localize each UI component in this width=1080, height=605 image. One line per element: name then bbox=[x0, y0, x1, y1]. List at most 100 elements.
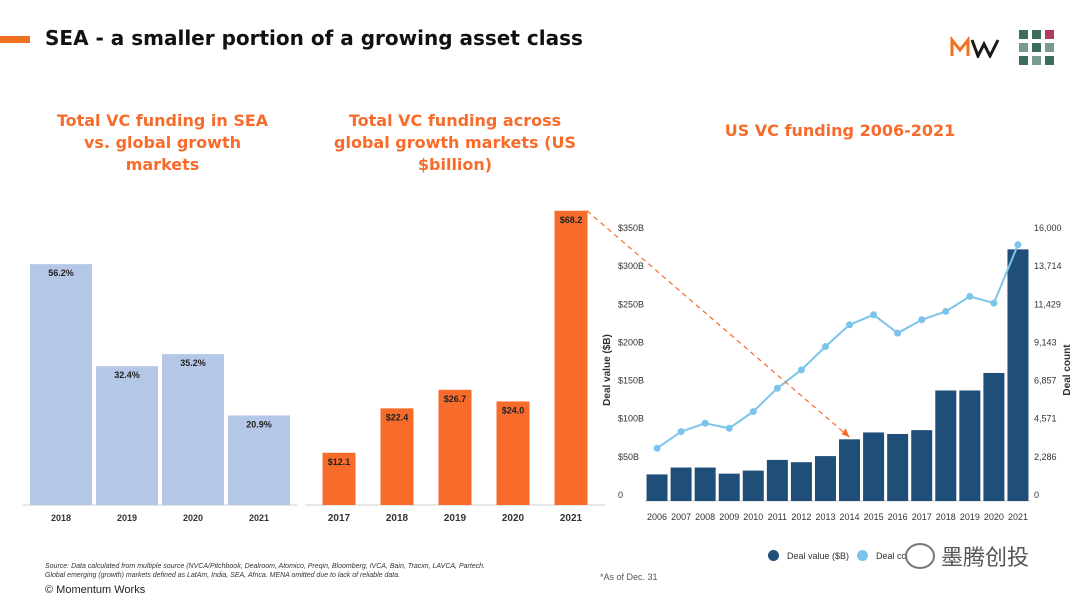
chart2-bar bbox=[554, 210, 588, 505]
chart3-bar bbox=[766, 459, 788, 501]
chart2-title: Total VC funding across global growth ma… bbox=[334, 111, 576, 174]
chart3-bar bbox=[694, 467, 716, 501]
chart3-line-deal-count bbox=[656, 244, 1019, 450]
chart3-point bbox=[942, 307, 950, 315]
chart1-bar bbox=[30, 264, 92, 505]
chart3-point bbox=[966, 292, 974, 300]
legend-swatch-deal-count bbox=[857, 550, 869, 561]
momentum-works-logo bbox=[950, 36, 1000, 58]
chart1-x-tick: 2020 bbox=[183, 513, 203, 523]
chart3-point bbox=[725, 424, 733, 432]
chart3-bar bbox=[1007, 249, 1029, 501]
chart3-y2-tick: 16,000 bbox=[1034, 223, 1062, 233]
chart3-bar bbox=[983, 372, 1005, 501]
chart3-y2-tick: 2,286 bbox=[1034, 452, 1057, 462]
chart3-x-tick: 2016 bbox=[888, 512, 908, 522]
chart3-x-tick: 2012 bbox=[791, 512, 811, 522]
chart3-x-tick: 2011 bbox=[768, 512, 787, 522]
chart2-x-tick: 2018 bbox=[386, 513, 409, 524]
chart1-data-label: 20.9% bbox=[246, 419, 272, 429]
chart2-data-label: $22.4 bbox=[386, 412, 409, 422]
chart2-x-tick: 2021 bbox=[560, 513, 583, 524]
chart3-x-tick: 2021 bbox=[1008, 512, 1028, 522]
chart2-data-label: $12.1 bbox=[328, 457, 351, 467]
chart2-bar bbox=[438, 389, 472, 505]
chart2-bar bbox=[380, 408, 414, 505]
chart1-data-label: 35.2% bbox=[180, 358, 206, 368]
chart3-point bbox=[870, 311, 878, 319]
chart3-y-axis-label: Deal value ($B) bbox=[602, 334, 613, 406]
chart3-point bbox=[1014, 241, 1022, 249]
chart3-point bbox=[918, 316, 926, 324]
chart3-x-tick: 2020 bbox=[984, 512, 1004, 522]
chart3-y-tick: $250B bbox=[618, 299, 644, 309]
source-note: Source: Data calculated from multiple so… bbox=[45, 562, 485, 580]
chart3-point bbox=[773, 384, 781, 392]
chart3-bar bbox=[718, 473, 740, 501]
chart3-point bbox=[797, 366, 805, 374]
chart2-data-label: $26.7 bbox=[444, 394, 467, 404]
chart3-bar bbox=[959, 390, 981, 501]
page-title: SEA - a smaller portion of a growing ass… bbox=[45, 26, 583, 50]
chart3-point bbox=[701, 419, 709, 427]
chart3-x-tick: 2017 bbox=[912, 512, 932, 522]
chart3-bar bbox=[814, 456, 836, 501]
chart3-y2-tick: 0 bbox=[1034, 490, 1039, 500]
chart2-x-tick: 2020 bbox=[502, 513, 525, 524]
chart2-data-label: $24.0 bbox=[502, 405, 525, 415]
chart3-x-tick: 2015 bbox=[864, 512, 884, 522]
chart3-point bbox=[677, 428, 685, 436]
chart3-y-tick: $300B bbox=[618, 261, 644, 271]
chart3-point bbox=[894, 329, 902, 337]
chart3-bar bbox=[887, 433, 909, 501]
chart3-y2-tick: 4,571 bbox=[1034, 414, 1057, 424]
chart3-bar bbox=[935, 390, 957, 501]
copyright: © Momentum Works bbox=[45, 584, 146, 596]
watermark: 墨腾创投 bbox=[905, 540, 1029, 572]
chart3-x-tick: 2019 bbox=[960, 512, 980, 522]
chart3-y-tick: $200B bbox=[618, 337, 644, 347]
chart3-bar bbox=[790, 462, 812, 501]
footnote: *As of Dec. 31 bbox=[600, 572, 658, 582]
chart3-y2-tick: 9,143 bbox=[1034, 337, 1057, 347]
chart3-x-tick: 2006 bbox=[647, 512, 667, 522]
chart1-x-tick: 2019 bbox=[117, 513, 137, 523]
chart3-x-tick: 2014 bbox=[840, 512, 860, 522]
legend-swatch-deal-value bbox=[768, 550, 779, 561]
brand-grid-icon bbox=[1019, 30, 1054, 65]
chart3-x-tick: 2008 bbox=[695, 512, 715, 522]
chart1-bar bbox=[228, 415, 290, 505]
accent-bar bbox=[0, 36, 30, 43]
watermark-text: 墨腾创投 bbox=[941, 545, 1030, 570]
legend-label-deal-value: Deal value ($B) bbox=[787, 550, 850, 561]
wechat-icon bbox=[905, 543, 935, 569]
connector-arrowhead bbox=[841, 428, 850, 438]
chart1-data-label: 32.4% bbox=[114, 370, 140, 380]
chart3-bar bbox=[839, 439, 861, 501]
source-line-1: Source: Data calculated from multiple so… bbox=[45, 563, 486, 570]
chart3-y-tick: $150B bbox=[618, 376, 644, 386]
chart3-x-tick: 2007 bbox=[671, 512, 691, 522]
chart1-x-tick: 2018 bbox=[51, 513, 71, 523]
chart3-point bbox=[749, 408, 757, 416]
legend-label-deal-count: Deal cou bbox=[876, 550, 912, 561]
chart3-bar bbox=[742, 470, 764, 501]
chart3-point bbox=[990, 299, 998, 307]
chart3-title: US VC funding 2006-2021 bbox=[724, 121, 956, 140]
chart2-bar bbox=[322, 452, 356, 505]
chart1-bar bbox=[96, 366, 158, 505]
chart2-bar bbox=[496, 401, 530, 505]
chart3-bar bbox=[911, 430, 933, 501]
chart3-y-tick: $350B bbox=[618, 223, 644, 233]
chart3-y-tick: $100B bbox=[618, 414, 644, 424]
chart3-bar bbox=[646, 474, 668, 501]
chart3-point bbox=[846, 321, 854, 329]
chart1-title: Total VC funding in SEA vs. global growt… bbox=[56, 111, 269, 174]
source-line-2: Global emerging (growth) markets defined… bbox=[45, 572, 401, 579]
chart3-point bbox=[653, 444, 661, 452]
chart3-y2-tick: 11,429 bbox=[1034, 299, 1061, 309]
chart3-y-tick: 0 bbox=[618, 490, 623, 500]
chart3-y-tick: $50B bbox=[618, 452, 639, 462]
connector-dashed-line bbox=[586, 210, 850, 438]
